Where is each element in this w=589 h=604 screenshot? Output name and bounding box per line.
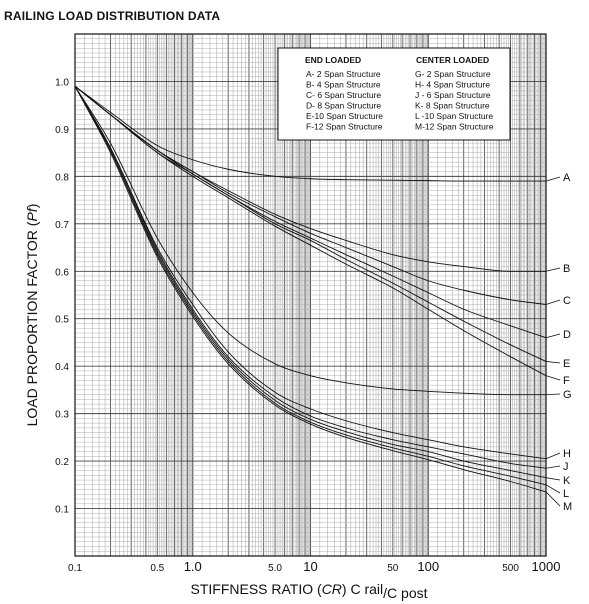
curves [74,85,547,493]
legend-end-heading: END LOADED [305,55,361,65]
x-tick-label: 500 [502,563,519,574]
x-axis-label-sub: /C post [383,585,427,601]
x-axis-label-mid: ) C rail [342,581,383,597]
curve-a [74,85,546,182]
legend-center-item: L -10 Span Structure [415,111,493,121]
y-tick-label: 0.6 [55,267,69,278]
curve-label-a: A [563,172,571,184]
curve-l [74,85,547,486]
x-tick-label: 10 [303,559,317,574]
curve-label-leader [545,393,561,396]
legend-box [277,47,511,141]
y-axis-label-main: LOAD PROPORTION FACTOR ( [24,221,40,426]
curve-label-b: B [563,263,570,275]
x-axis-label-main: STIFFNESS RATIO ( [190,581,322,597]
curve-label-h: H [563,448,571,460]
y-tick-label: 0.8 [55,172,69,183]
curve-label-j: J [563,461,569,473]
x-tick-label: 1.0 [184,559,202,574]
curve-d [74,85,547,339]
plot-frame [74,33,547,557]
legend-end-item: E-10 Span Structure [306,111,383,121]
x-axis-ticks: 0.1 0.5 1.0 5.0 10 50 100 500 1000 [68,559,560,574]
x-tick-label: 0.5 [150,563,164,574]
y-axis-label: LOAD PROPORTION FACTOR (Pf) [24,204,40,427]
curve-m [74,85,547,493]
y-tick-label: 0.2 [55,457,69,468]
curve-j [74,85,547,469]
curve-label-leader [545,491,561,507]
y-tick-label: 0.3 [55,410,69,421]
curve-k [74,85,547,479]
curve-label-leader [545,375,561,381]
legend-center-heading: CENTER LOADED [416,55,489,65]
curve-label-leader [545,484,561,494]
curve-label-l: L [563,488,569,500]
legend-end-item: D- 8 Span Structure [306,101,381,111]
x-axis-label: STIFFNESS RATIO (CR) C rail/C post [190,581,427,601]
curve-label-leader [545,452,561,460]
legend-center-item: H- 4 Span Structure [415,80,490,90]
curve-label-d: D [563,329,571,341]
y-tick-label: 0.7 [55,220,69,231]
y-axis-label-close: ) [24,204,40,209]
curve-label-f: F [563,375,570,387]
curve-label-leader [545,333,561,339]
chart-title: RAILING LOAD DISTRIBUTION DATA [4,9,221,23]
curve-label-leader [545,267,561,272]
curve-label-c: C [563,295,571,307]
legend-end-item: A- 2 Span Structure [306,69,381,79]
x-tick-label: 1000 [532,559,561,574]
curve-g [74,85,546,396]
y-tick-label: 0.1 [55,505,69,516]
curve-label-g: G [563,389,572,401]
legend-center-item: G- 2 Span Structure [415,69,491,79]
legend-center-item: K- 8 Span Structure [415,101,490,111]
x-tick-label: 100 [417,559,439,574]
legend-center-item: J - 6 Span Structure [415,90,491,100]
x-tick-label: 5.0 [268,563,282,574]
y-tick-label: 0.9 [55,125,69,136]
curve-label-leader [545,176,561,182]
x-tick-label: 50 [387,563,399,574]
curve-label-leader [545,465,561,469]
y-tick-label: 0.5 [55,315,69,326]
legend: END LOADED CENTER LOADED A- 2 Span Struc… [277,47,511,141]
curve-label-e: E [563,358,570,370]
curve-f [74,85,547,377]
curve-label-m: M [563,501,572,513]
curve-label-leader [545,299,561,305]
y-axis-ticks: 0.1 0.2 0.3 0.4 0.5 0.6 0.7 0.8 0.9 1.0 [55,77,69,515]
curve-label-leader [545,477,561,481]
curve-label-k: K [563,475,571,487]
legend-end-item: C- 6 Span Structure [306,90,381,100]
curve-h [74,85,547,460]
y-tick-label: 0.4 [55,362,69,373]
x-tick-label: 0.1 [68,563,82,574]
legend-end-item: F-12 Span Structure [306,122,383,132]
y-tick-label: 1.0 [55,77,69,88]
curve-label-leader [545,361,561,364]
legend-end-item: B- 4 Span Structure [306,80,381,90]
y-axis-label-symbol: Pf [24,206,40,221]
legend-center-item: M-12 Span Structure [415,122,494,132]
x-axis-label-symbol: CR [322,581,342,597]
